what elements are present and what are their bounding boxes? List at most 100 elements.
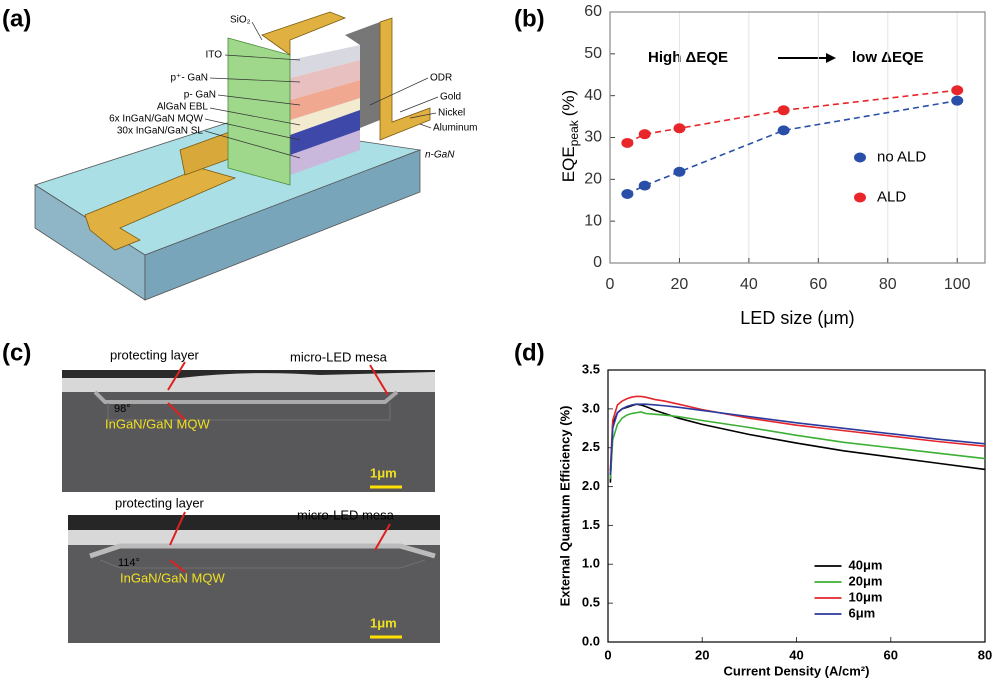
y-tick-label: 2.0 [582,478,600,493]
diagram-label: p⁺- GaN [170,73,208,84]
image-mqw [99,559,426,569]
legend-label: 6μm [849,605,876,620]
x-tick-label: 40 [789,647,803,662]
point [638,180,651,191]
x-tick-label: 60 [809,276,827,293]
gold-electrode [379,17,431,141]
trend-line [627,99,958,195]
x-tick-label: 100 [944,276,971,293]
diagram-label: p- GaN [184,90,216,101]
point [777,125,790,136]
y-tick-label: 60 [584,3,602,20]
point [673,123,686,134]
point [777,105,790,116]
micrograph-label: 1μm [370,465,397,480]
diagram-label: AlGaN EBL [157,102,209,113]
layer-mqw [290,110,360,155]
legend-swatch [854,152,866,163]
layer-ppgan [290,60,360,100]
micrograph-label: InGaN/GaN MQW [105,416,210,431]
layer-pgan [290,80,360,120]
chart-d: 0 20 40 60 80 0.0 0.5 1.0 1.5 2.0 2.5 3.0 3.5 Current… [557,361,992,678]
top-contact [261,11,347,56]
diagram-label: ODR [430,73,452,84]
micrograph-label: protecting layer [115,495,205,510]
legend-label: 10μm [849,589,883,604]
y-axis-label-main: EQE [559,146,578,182]
image-mesa [89,543,436,559]
arrow [374,523,391,551]
x-tick-label: 80 [978,647,992,662]
x-axis-label: LED size (μm) [740,308,854,328]
legend-label: ALD [877,188,906,205]
y-tick-label: 0.0 [582,633,600,648]
image-mesa [93,390,399,404]
odr-stack [345,22,380,128]
arrow [167,361,186,391]
point [673,166,686,177]
micrograph-label: protecting layer [110,347,200,362]
micrograph-label: micro-LED mesa [290,349,388,364]
y-tick-label: 50 [584,45,602,62]
x-axis-label: Current Density (A/cm²) [724,663,870,678]
point [638,129,651,140]
micrograph-top: protecting layer micro-LED mesa 98° InGa… [62,347,435,492]
y-tick-label: 40 [584,87,602,104]
diagram-label: ITO [206,50,223,61]
y-tick-label: 20 [584,171,602,188]
x-tick-label: 60 [884,647,898,662]
x-tick-label: 0 [604,647,611,662]
layer-ebl [290,98,360,135]
diagram-label: 6x InGaN/GaN MQW [109,114,203,125]
micrograph-label: InGaN/GaN MQW [120,570,225,585]
y-axis-label-sub: peak [567,119,581,146]
plot-frame [609,11,986,264]
x-tick-label: 20 [695,647,709,662]
legend-label: no ALD [877,148,926,165]
series-line [609,395,986,472]
y-tick-label: 2.5 [582,439,600,454]
substrate-right [144,149,421,301]
point [621,188,634,199]
micrograph-label: micro-LED mesa [297,507,395,522]
y-tick-label: 10 [584,212,602,229]
diagram-label: SiO₂ [230,15,251,26]
chart-b: High ΔEQE low ΔEQE EQEpeak(%) 0 20 40 60 80 1… [559,3,986,328]
diagram-label: 30x InGaN/GaN SL [117,126,204,137]
y-tick-label: 30 [584,129,602,146]
y-tick-label: 0.5 [582,595,600,610]
arrow [169,511,186,546]
diagram-label: Gold [440,92,461,103]
micrograph-bottom: protecting layer micro-LED mesa 114° InG… [68,495,440,643]
y-axis-label-unit: (%) [559,90,578,116]
diagram-label: Aluminum [433,123,477,134]
y-tick-label: 1.5 [582,517,600,532]
legend-label: 20μm [849,573,883,588]
arrow [167,402,186,421]
point [951,95,964,106]
micrograph-label: 1μm [370,615,397,630]
panel-label: (b) [514,5,545,32]
x-tick-label: 20 [671,276,689,293]
y-tick-label: 0 [593,254,602,271]
micrograph-label: 98° [114,403,131,415]
panel-label: (a) [2,5,31,32]
point [621,137,634,148]
y-tick-label: 1.0 [582,556,600,571]
diagram-label: n-GaN [425,150,455,161]
annotation-arrow-head [826,53,836,63]
y-axis-label: External Quantum Efficiency (%) [557,406,572,607]
series-line [609,411,986,479]
series-line [609,403,986,475]
micrograph-label: 114° [118,557,140,569]
point [951,85,964,96]
plot-frame [607,369,986,643]
image-top [62,370,435,378]
y-tick-label: 3.5 [582,361,600,376]
image-mqw [107,403,391,421]
device-diagram: SiO₂ ITO p⁺- GaN p- GaN AlGaN EBL 6x InG… [34,11,477,301]
legend-label: 40μm [849,557,883,572]
ito-slab [227,37,291,186]
arrow [169,559,186,573]
